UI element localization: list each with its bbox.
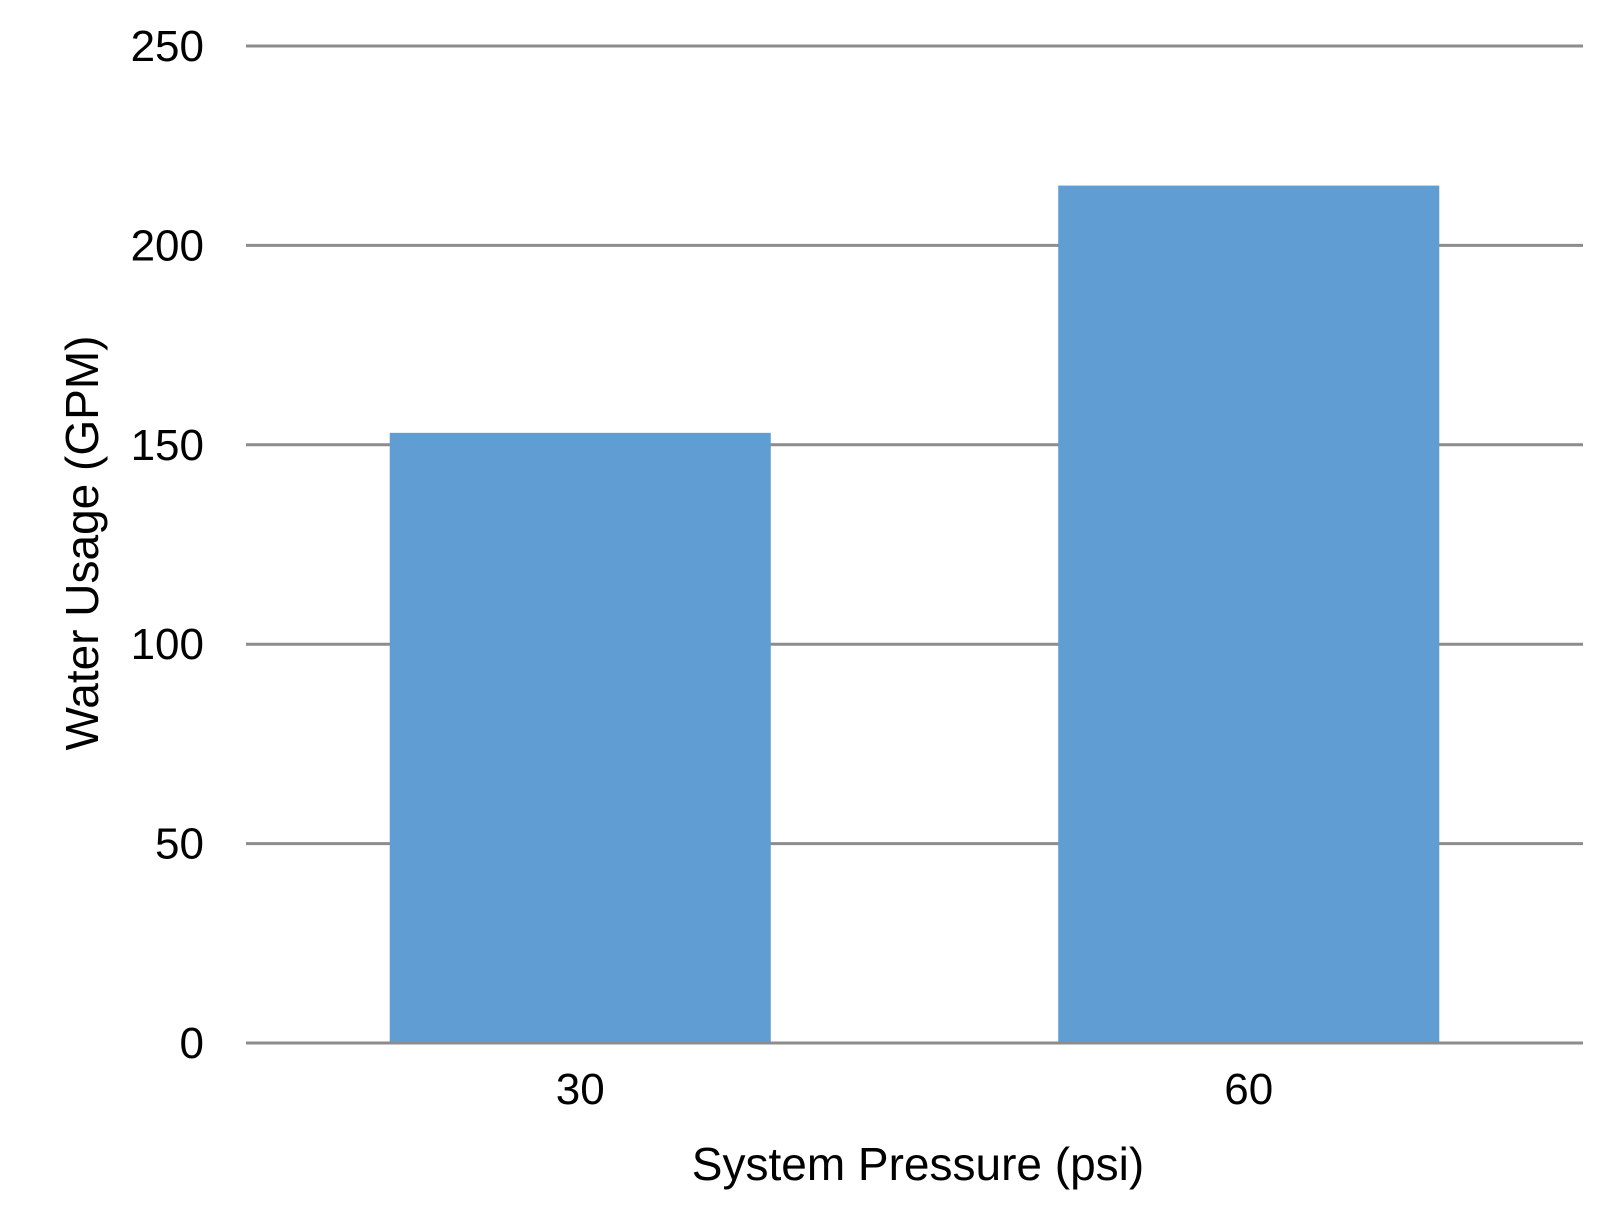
x-tick-label: 30: [556, 1065, 605, 1114]
bars: [389, 185, 1440, 1043]
x-tick-label: 60: [1224, 1065, 1273, 1114]
x-tick-labels: 30 60: [556, 1065, 1273, 1114]
y-tick-label: 0: [180, 1019, 204, 1068]
y-tick-labels: 0 50 100 150 200 250: [131, 22, 204, 1068]
x-axis-title: System Pressure (psi): [692, 1138, 1144, 1190]
y-tick-label: 100: [131, 620, 204, 669]
y-tick-label: 250: [131, 22, 204, 71]
y-tick-label: 200: [131, 221, 204, 270]
y-tick-label: 150: [131, 421, 204, 470]
y-tick-label: 50: [155, 820, 204, 869]
bar-30: [389, 432, 771, 1043]
bar-60: [1058, 185, 1440, 1043]
y-axis-title: Water Usage (GPM): [56, 336, 108, 751]
